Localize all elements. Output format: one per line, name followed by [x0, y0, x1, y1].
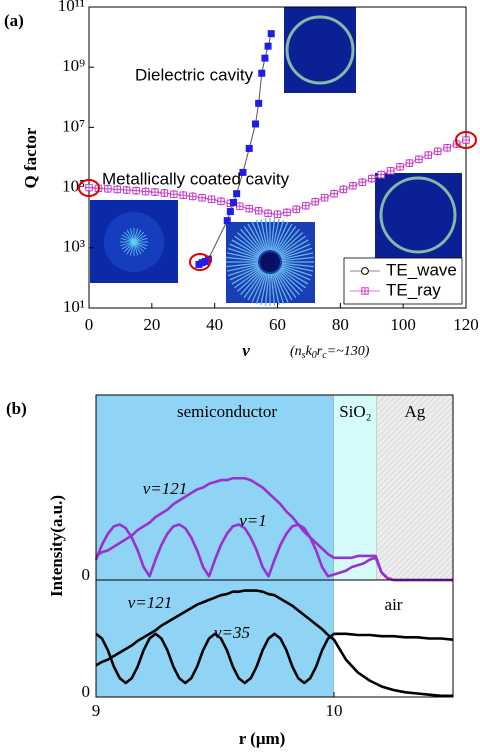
region-label: SiO₂: [339, 402, 371, 421]
marker: [86, 184, 92, 190]
x-tick-label: 9: [92, 701, 101, 720]
legend-label: TE_ray: [386, 280, 441, 299]
marker: [312, 199, 318, 205]
region-label: semiconductor: [177, 402, 277, 421]
marker: [224, 217, 231, 224]
marker: [252, 120, 259, 127]
marker: [152, 189, 158, 195]
y-tick-label: 0: [82, 682, 91, 701]
x-axis-label: r (μm): [239, 729, 286, 748]
region: [334, 395, 377, 580]
y-axis-label: Intensity(a.u.): [47, 495, 66, 597]
marker: [331, 190, 337, 196]
marker: [369, 175, 375, 181]
y-tick-label: 10¹¹: [58, 0, 85, 15]
region-hatch: [377, 395, 453, 580]
marker: [359, 179, 365, 185]
marker: [255, 100, 262, 107]
series-label: v=35: [214, 623, 250, 642]
marker: [161, 190, 167, 196]
marker: [189, 193, 195, 199]
marker: [180, 192, 186, 198]
marker: [425, 152, 431, 158]
x-tick-label: 10: [326, 701, 343, 720]
marker: [350, 183, 356, 189]
series-label: v=1: [239, 511, 267, 530]
page-body: {"chart_data": [ {"type": "line", "panel…: [0, 0, 480, 755]
x-tick-label: 100: [390, 315, 416, 334]
marker: [227, 208, 234, 215]
marker: [265, 43, 272, 50]
marker: [218, 198, 224, 204]
marker: [362, 288, 368, 294]
marker: [246, 205, 252, 211]
y-tick-label: 10⁷: [62, 116, 85, 135]
marker: [233, 190, 240, 197]
marker: [258, 70, 265, 77]
marker: [321, 195, 327, 201]
x-axis-note-part: =~130): [327, 344, 370, 359]
marker: [284, 209, 290, 215]
page: Q factor and intensity profiles html, bo…: [0, 0, 480, 755]
y-tick-label: 10¹: [63, 297, 85, 316]
marker: [230, 199, 237, 206]
region-label: Ag: [405, 402, 426, 421]
panel-label: (a): [4, 11, 24, 30]
marker: [246, 145, 253, 152]
inset-image: [375, 173, 462, 258]
inset-image: [284, 7, 356, 93]
marker: [362, 268, 369, 275]
legend-label: TE_wave: [386, 260, 457, 279]
marker: [387, 168, 393, 174]
marker: [397, 164, 403, 170]
marker: [261, 55, 268, 62]
y-tick-label: 10⁹: [62, 56, 85, 75]
marker: [378, 171, 384, 177]
marker: [293, 206, 299, 212]
x-axis-label: ν: [242, 341, 250, 360]
x-tick-label: 80: [332, 315, 349, 334]
marker: [303, 203, 309, 209]
marker: [268, 30, 275, 37]
x-tick-label: 120: [453, 315, 479, 334]
x-tick-label: 40: [206, 315, 223, 334]
y-tick-label: 0: [82, 565, 91, 584]
marker: [237, 203, 243, 209]
x-axis-note: (nsk0rc=~130): [290, 344, 370, 361]
marker: [416, 156, 422, 162]
y-tick-label: 10³: [63, 237, 85, 256]
marker: [274, 211, 280, 217]
annotation: Metallically coated cavity: [102, 169, 290, 188]
x-tick-label: 60: [269, 315, 286, 334]
x-tick-label: 20: [143, 315, 160, 334]
marker: [208, 196, 214, 202]
marker: [265, 210, 271, 216]
marker: [435, 148, 441, 154]
marker: [406, 160, 412, 166]
marker: [463, 137, 469, 143]
series-label: v=121: [143, 479, 188, 498]
y-axis-label: Q factor: [21, 127, 40, 188]
x-axis-note-part: (n: [290, 344, 302, 359]
x-tick-label: 0: [85, 315, 94, 334]
marker: [171, 191, 177, 197]
region: [96, 395, 334, 697]
marker: [142, 188, 148, 194]
series-label: v=121: [128, 593, 173, 612]
marker: [444, 145, 450, 151]
figure: 02040608010012010¹10³10⁵10⁷10⁹10¹¹Dielec…: [0, 0, 480, 755]
marker: [199, 195, 205, 201]
annotation: Dielectric cavity: [135, 65, 254, 84]
inset-core: [260, 252, 280, 272]
marker: [255, 208, 261, 214]
region-label: air: [385, 595, 403, 614]
panel-label: (b): [6, 399, 27, 418]
marker: [340, 186, 346, 192]
